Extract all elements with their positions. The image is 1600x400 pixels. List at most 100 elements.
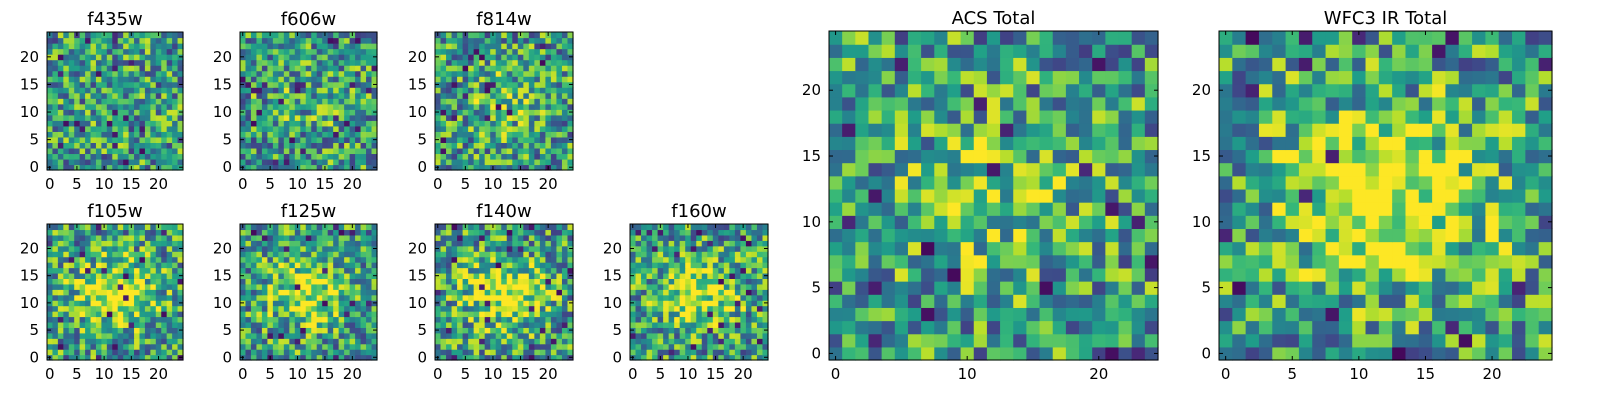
heatmap-cell [134,54,141,61]
heatmap-cell [272,224,279,231]
heatmap-cell [155,349,162,356]
heatmap-cell [57,48,64,55]
heatmap-cell [646,327,653,334]
heatmap-cell [305,142,312,149]
heatmap-cell [462,81,469,88]
heatmap-cell [440,153,447,160]
heatmap-cell [440,120,447,127]
heatmap-cell [267,153,274,160]
heatmap-cell [668,234,675,241]
heatmap-cell [517,300,524,307]
heatmap-cell [657,316,664,323]
heatmap-cell [366,120,373,127]
heatmap-cell [106,321,113,328]
heatmap-cell [468,37,475,44]
heatmap-cell [57,43,64,50]
heatmap-cell [366,245,373,252]
heatmap-cell [166,158,173,166]
heatmap-cell [250,164,258,171]
heatmap-cell [294,289,301,296]
heatmap-cell [360,283,367,290]
heatmap-cell [272,338,279,345]
heatmap-cell [139,32,146,39]
heatmap-cell [74,234,81,241]
heatmap-cell [95,289,102,296]
heatmap-cell [495,147,502,155]
heatmap-cell [556,338,563,345]
heatmap-cell [95,234,102,241]
heatmap-cell [155,125,162,132]
heatmap-cell [327,256,334,263]
heatmap-cell [106,256,113,263]
heatmap-cell [490,48,497,55]
heatmap-cell [117,311,124,318]
heatmap-cell [63,316,70,323]
heatmap-cell [674,289,681,296]
heatmap-cell [501,147,508,155]
heatmap-cell [960,320,975,335]
heatmap-cell [973,267,988,282]
heatmap-cell [101,311,108,318]
heatmap-cell [360,332,367,339]
heatmap-cell [47,343,54,350]
heatmap-cell [161,92,168,99]
heatmap-cell [534,48,541,55]
heatmap-cell [468,70,475,77]
heatmap-cell [300,229,307,236]
heatmap-cell [1000,162,1014,177]
heatmap-cell [501,158,508,166]
heatmap-cell [440,37,447,44]
heatmap-cell [68,136,75,143]
heatmap-cell [723,338,730,345]
heatmap-cell [479,54,486,61]
heatmap-cell [47,131,54,138]
heatmap-cell [245,300,252,307]
heatmap-cell [327,338,334,345]
heatmap-cell [63,354,70,361]
heatmap-cell [355,147,362,155]
heatmap-cell [479,300,486,307]
heatmap-cell [1144,267,1159,282]
heatmap-cell [283,321,290,328]
heatmap-cell [161,59,168,66]
heatmap-cell [468,349,475,356]
heatmap-cell [501,251,508,258]
heatmap-cell [501,229,508,236]
heatmap-cell [567,234,574,241]
heatmap-cell [523,305,530,312]
heatmap-cell [52,321,59,328]
heatmap-cell [1026,346,1041,361]
heatmap-cell [652,300,659,307]
heatmap-cell [316,70,323,77]
heatmap-cell [172,76,179,83]
heatmap-cell [501,37,508,44]
heatmap-cell [762,240,769,247]
heatmap-cell [1131,202,1146,216]
heatmap-cell [300,321,307,328]
heatmap-cell [95,300,102,307]
heatmap-cell [921,162,935,177]
heatmap-cell [256,327,263,334]
heatmap-cell [245,136,252,143]
heatmap-cell [74,267,81,274]
heatmap-cell [756,272,764,279]
heatmap-cell [517,343,524,350]
heatmap-cell [855,228,870,243]
heatmap-cell [63,256,70,263]
heatmap-cell [371,289,378,296]
heatmap-cell [128,147,135,155]
heatmap-cell [172,251,179,258]
heatmap-cell [256,256,263,263]
heatmap-cell [112,234,119,241]
heatmap-cell [657,256,664,263]
y-tick-label: 15 [603,267,622,285]
heatmap-cell [762,278,769,285]
heatmap-cell [139,338,146,345]
heatmap-cell [256,267,263,274]
heatmap-cell [166,338,173,345]
heatmap-cell [495,294,502,301]
heatmap-cell [1131,320,1146,335]
heatmap-cell [440,229,447,236]
heatmap-cell [751,267,758,274]
heatmap-cell [561,92,569,99]
